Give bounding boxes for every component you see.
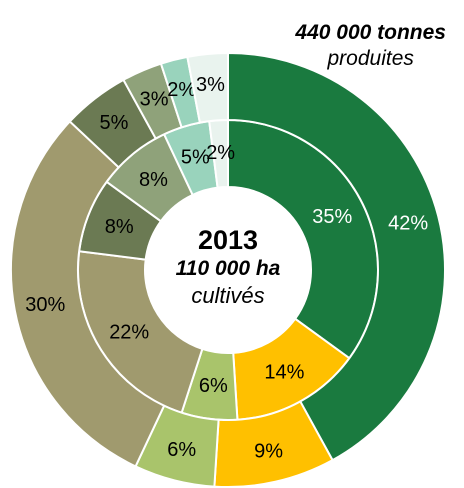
outer-ring-slice-8	[186, 51, 229, 124]
inner-ring-label-1: 35%	[312, 206, 352, 228]
inner-ring-label-6: 8%	[139, 169, 168, 191]
outer-ring-slice-4	[10, 120, 166, 468]
outer-ring-label-3: 6%	[167, 439, 196, 461]
inner-ring-label-2: 14%	[264, 362, 304, 384]
outer-ring-label-1: 42%	[388, 213, 428, 235]
production-value: 440 000 tonnes	[295, 21, 446, 44]
outer-ring-label-5: 5%	[100, 112, 129, 134]
inner-ring-label-3: 6%	[199, 375, 228, 397]
inner-ring-label-8: 2%	[206, 142, 235, 164]
center-area: 110 000 ha	[175, 257, 281, 280]
outer-ring-label-8: 3%	[196, 74, 225, 96]
inner-ring-label-5: 8%	[105, 216, 134, 238]
outer-ring-label-7: 2%	[167, 79, 196, 101]
center-label: 2013 110 000 ha cultivés	[133, 224, 323, 310]
outer-ring-label-4: 30%	[25, 294, 65, 316]
outer-ring-slice-1	[227, 51, 447, 462]
production-label: produites	[327, 47, 414, 70]
outer-ring-label-6: 3%	[140, 88, 169, 110]
outer-ring-label-2: 9%	[254, 441, 283, 463]
center-year: 2013	[197, 225, 259, 255]
production-note: 440 000 tonnes produites	[295, 20, 446, 72]
inner-ring-label-7: 5%	[181, 147, 210, 169]
inner-ring-label-4: 22%	[109, 322, 149, 344]
center-area-note: cultivés	[191, 283, 265, 308]
